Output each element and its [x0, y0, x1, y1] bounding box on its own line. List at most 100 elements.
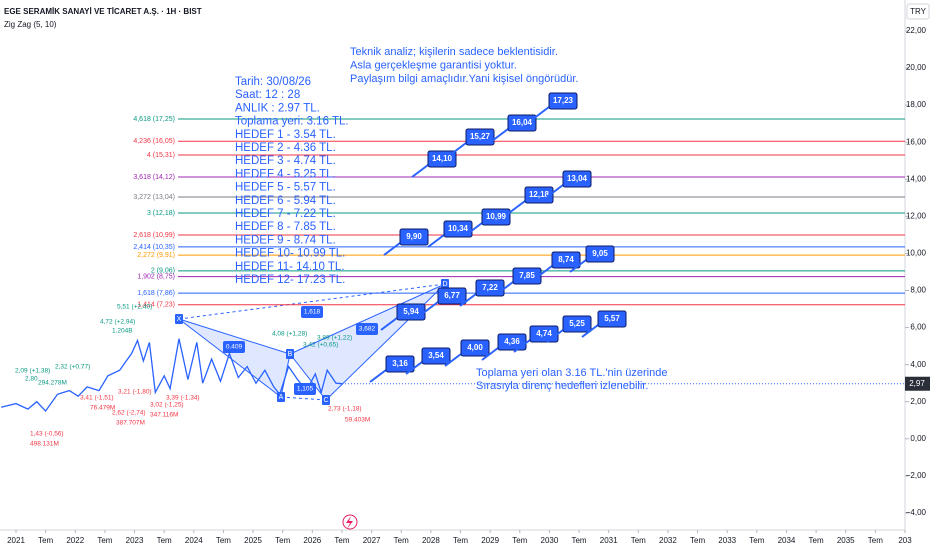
pattern-point: B [288, 351, 293, 358]
target-label: 6,77 [444, 291, 460, 300]
info-line: ANLIK : 2.97 TL. [235, 102, 320, 114]
target-arrow [459, 293, 477, 307]
zigzag-label: 387.707M [116, 420, 145, 427]
pattern-point: D [442, 281, 447, 288]
zigzag-label: 1,43 (-0,56) [30, 431, 64, 438]
target-arrow [465, 222, 483, 236]
target-box [427, 150, 457, 168]
info-line: HEDEF 2 - 4.36 TL. [235, 142, 336, 154]
y-tick-label: 8,00 [910, 286, 926, 295]
target-arrow [496, 281, 514, 295]
x-tick-label: Tem [453, 536, 468, 545]
x-tick-label: 2021 [7, 536, 25, 545]
pattern-point-box [175, 314, 183, 324]
zigzag-label: 59.403M [345, 417, 370, 424]
pattern-ratio-box [356, 323, 378, 335]
disclaimer-line: Asla gerçekleşme garantisi yoktur. [350, 59, 517, 71]
x-tick-label: Tem [571, 536, 586, 545]
target-label: 14,10 [432, 154, 453, 163]
zigzag-label: 3,02 (-1,25) [150, 402, 184, 409]
pattern-ratio: 0.409 [226, 344, 243, 351]
disclaimer-line: Teknik analiz; kişilerin sadece beklenti… [350, 46, 558, 58]
fib-level-label: 1,902 (8,75) [137, 273, 175, 280]
target-box [443, 220, 473, 238]
target-box [421, 347, 451, 365]
target-box [385, 355, 415, 373]
target-box [551, 251, 581, 269]
target-label: 8,74 [558, 255, 574, 264]
zigzag-label: 2,09 (+1,38) [15, 368, 50, 375]
event-icon [346, 516, 353, 529]
target-box [562, 170, 592, 188]
x-tick-label: Tem [275, 536, 290, 545]
target-arrow [513, 339, 531, 353]
target-box [437, 287, 467, 305]
footnote-line: Toplama yeri olan 3.16 TL.'nin üzerinde [476, 367, 667, 379]
y-tick-label: 0,00 [910, 434, 926, 443]
x-tick-label: 2022 [66, 536, 84, 545]
pattern-diagonal [178, 283, 446, 320]
target-label: 4,00 [467, 343, 483, 352]
y-tick-label: 10,00 [906, 249, 927, 258]
target-arrow [383, 242, 401, 256]
target-label: 10,34 [448, 224, 469, 233]
y-tick-label: 16,00 [906, 137, 927, 146]
target-box [597, 310, 627, 328]
target-arrow [546, 329, 564, 343]
target-label: 5,25 [569, 319, 585, 328]
target-label: 9,05 [592, 249, 608, 258]
target-box [460, 339, 490, 357]
pattern-point-box [322, 395, 330, 405]
x-tick-label: Tem [690, 536, 705, 545]
zigzag-label: 3,39 (-1,34) [166, 395, 200, 402]
target-arrow [380, 317, 398, 331]
fib-level-label: 2 (9,06) [151, 268, 175, 275]
fib-level-label: 4,618 (17,25) [133, 116, 175, 123]
x-tick-label: Tem [38, 536, 53, 545]
y-tick-label: −4,00 [906, 508, 927, 517]
fib-level-label: 3,618 (14,12) [133, 174, 175, 181]
info-line: Tarih: 30/08/26 [235, 76, 311, 88]
target-box [399, 228, 429, 246]
target-label: 4,36 [504, 337, 520, 346]
target-label: 10,99 [486, 212, 507, 221]
pattern-ratio-box [223, 341, 245, 353]
info-line: HEDEF 8 - 7.85 TL. [235, 221, 336, 233]
fib-level-label: 2,414 (10,35) [133, 244, 175, 251]
pattern-point: C [323, 397, 328, 404]
last-price-label: 2,97 [909, 379, 925, 388]
footnote-line: Sırasıyla direnç hedefleri izlenebilir. [476, 380, 648, 392]
info-line: HEDEF 9 - 8.74 TL. [235, 234, 336, 246]
target-arrow [581, 324, 599, 338]
disclaimer-line: Paylaşım bilgi amaçlıdır.Yani kişisel ön… [350, 73, 578, 85]
info-line: HEDEF 5 - 5.57 TL. [235, 182, 336, 194]
x-tick-label: Tem [809, 536, 824, 545]
target-label: 13,04 [567, 174, 588, 183]
target-arrow [369, 369, 387, 383]
zigzag-label: 4,72 (+2,94) [100, 319, 135, 326]
pattern-ratio: 1,618 [304, 309, 321, 316]
info-line: HEDEF 4 - 5.25 TL. [235, 168, 336, 180]
x-tick-label: 2023 [126, 536, 144, 545]
x-tick-label: 2035 [837, 536, 855, 545]
target-label: 17,23 [553, 96, 574, 105]
target-label: 5,57 [604, 314, 620, 323]
target-box [512, 267, 542, 285]
currency-label: TRY [910, 7, 927, 16]
zigzag-label: 2,62 (-2,74) [112, 410, 146, 417]
zigzag-label: 3,21 (-1,80) [118, 389, 152, 396]
info-line: HEDEF 6 - 5.94 TL. [235, 195, 336, 207]
target-box [524, 186, 554, 204]
info-line: HEDEF 11- 14.10 TL. [235, 261, 345, 273]
x-tick-label: 2030 [541, 536, 559, 545]
target-label: 7,22 [482, 283, 498, 292]
pattern-ratio-box [294, 383, 316, 395]
last-price-box [905, 376, 930, 391]
x-tick-label: 2026 [303, 536, 321, 545]
x-tick-label: Tem [394, 536, 409, 545]
zigzag-label: 2,80 [25, 376, 38, 383]
zigzag-label: 2,32 (+0,77) [55, 364, 90, 371]
info-line: HEDEF 3 - 4.74 TL. [235, 155, 336, 167]
pattern-point: X [177, 316, 182, 323]
